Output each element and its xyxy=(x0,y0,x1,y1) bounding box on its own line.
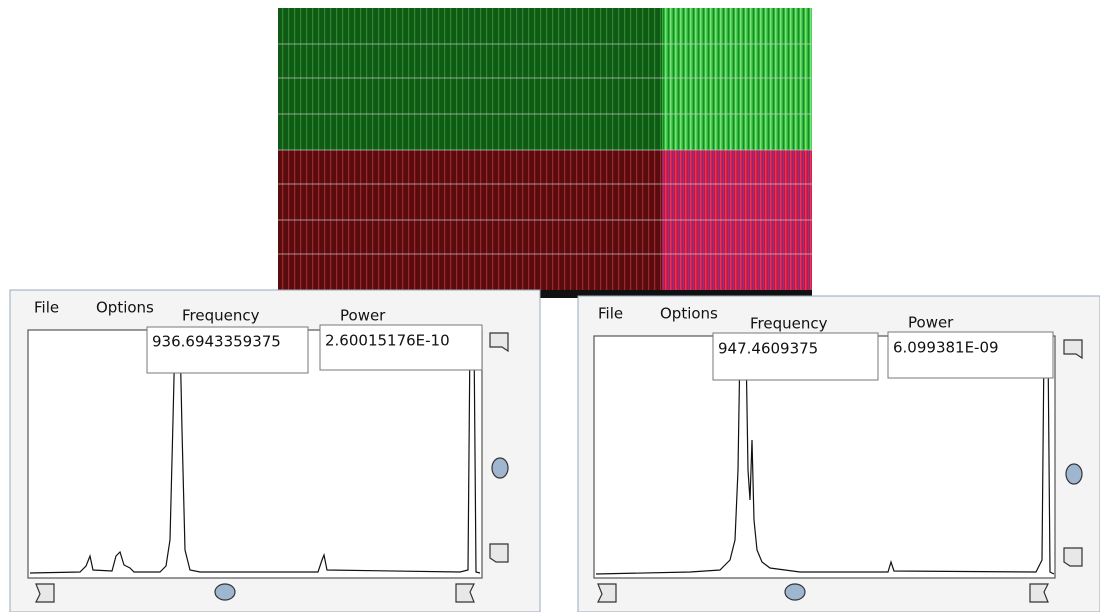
menu-item[interactable]: File xyxy=(598,305,623,323)
field-label: Frequency xyxy=(182,307,260,325)
field-box xyxy=(146,326,309,374)
field-value: 2.60015176E-10 xyxy=(325,332,450,350)
scroll-button[interactable] xyxy=(1063,547,1083,567)
field-value: 936.6943359375 xyxy=(152,333,281,351)
menu-item[interactable]: File xyxy=(34,299,59,317)
field-value: 947.4609375 xyxy=(718,340,818,358)
scroll-thumb[interactable] xyxy=(214,583,236,601)
field-label: Power xyxy=(908,314,954,332)
spectrum-trace xyxy=(29,334,481,574)
field-box xyxy=(712,332,879,381)
scroll-button[interactable] xyxy=(489,332,509,353)
scroll-thumb[interactable] xyxy=(784,583,806,601)
field-box xyxy=(319,324,483,371)
window-left: File Options Frequency 936.6943359375 Po… xyxy=(9,289,541,612)
scroll-thumb[interactable] xyxy=(1065,463,1083,485)
window-right: File Options Frequency 947.4609375 Power… xyxy=(577,295,1100,612)
scroll-button[interactable] xyxy=(35,583,55,603)
scroll-button[interactable] xyxy=(597,583,617,603)
field-label: Power xyxy=(340,307,386,325)
menu-item[interactable]: Options xyxy=(96,299,154,317)
menu-item[interactable]: Options xyxy=(660,305,718,323)
scroll-button[interactable] xyxy=(1063,339,1083,360)
field-box xyxy=(887,331,1054,379)
field-value: 6.099381E-09 xyxy=(893,339,999,357)
scroll-thumb[interactable] xyxy=(491,457,509,479)
scroll-button[interactable] xyxy=(489,543,509,563)
scroll-button[interactable] xyxy=(455,583,475,603)
spectrum-trace xyxy=(595,344,1055,575)
heatmap xyxy=(278,8,812,298)
scroll-button[interactable] xyxy=(1029,583,1049,603)
field-label: Frequency xyxy=(750,315,828,333)
